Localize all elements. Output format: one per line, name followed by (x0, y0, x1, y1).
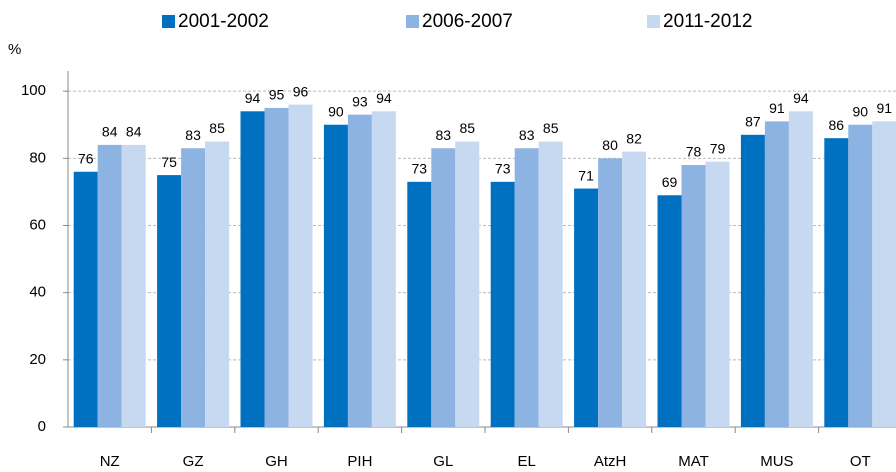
value-label: 87 (745, 114, 761, 130)
legend-swatch (647, 15, 660, 28)
x-tick-label: AtzH (594, 453, 627, 470)
bar (514, 148, 539, 427)
bar (538, 141, 563, 427)
value-label: 75 (161, 154, 177, 170)
value-label: 94 (793, 90, 809, 106)
bar (288, 104, 313, 428)
value-label: 79 (710, 140, 726, 156)
x-tick-label: OT (850, 453, 871, 470)
bar (657, 195, 682, 427)
bar (872, 121, 896, 428)
value-label: 84 (102, 124, 118, 140)
bar (240, 111, 265, 428)
bar (622, 151, 647, 428)
bar (705, 161, 730, 427)
value-label: 78 (686, 144, 702, 160)
value-label: 76 (78, 150, 94, 166)
bar (407, 181, 432, 427)
y-tick-label: 80 (29, 149, 46, 166)
x-tick-label: MAT (678, 453, 709, 470)
x-tick-label: NZ (100, 453, 120, 470)
bar (73, 171, 98, 427)
bar (264, 107, 289, 428)
y-tick-label: 100 (21, 82, 46, 99)
y-tick-label: 40 (29, 284, 46, 301)
y-tick-label: 60 (29, 216, 46, 233)
value-label: 95 (269, 87, 285, 103)
value-label: 85 (209, 120, 225, 136)
value-label: 73 (495, 161, 511, 177)
value-label: 86 (829, 117, 845, 133)
legend-swatch (162, 15, 175, 28)
value-label: 83 (185, 127, 201, 143)
x-tick-label: EL (518, 453, 536, 470)
bar (455, 141, 480, 427)
bar (121, 144, 146, 428)
bar (824, 138, 849, 428)
bar (205, 141, 230, 427)
value-label: 94 (245, 90, 261, 106)
legend-label: 2006-2007 (422, 11, 513, 32)
bar (323, 124, 348, 428)
y-tick-label: 0 (38, 418, 46, 435)
value-label: 83 (519, 127, 535, 143)
value-label: 71 (578, 167, 594, 183)
value-label: 73 (412, 161, 428, 177)
value-label: 91 (769, 100, 785, 116)
x-tick-label: GZ (183, 453, 204, 470)
value-label: 94 (376, 90, 392, 106)
bar (788, 111, 813, 428)
bar (97, 144, 122, 428)
bar (848, 124, 873, 428)
value-label: 90 (328, 103, 344, 119)
y-axis-label: % (8, 41, 21, 58)
bar (490, 181, 515, 427)
value-label: 82 (626, 130, 642, 146)
value-label: 83 (436, 127, 452, 143)
value-label: 85 (543, 120, 559, 136)
bar (764, 121, 789, 428)
value-label: 80 (602, 137, 618, 153)
legend-label: 2011-2012 (663, 11, 752, 32)
y-tick-label: 20 (29, 351, 46, 368)
value-label: 96 (293, 83, 309, 99)
legend-label: 2001-2002 (178, 11, 269, 32)
bar (681, 165, 706, 428)
bar (574, 188, 599, 427)
legend-swatch (406, 15, 419, 28)
bar (181, 148, 206, 427)
bar (598, 158, 623, 428)
x-tick-label: GL (433, 453, 453, 470)
bar (431, 148, 456, 427)
value-label: 91 (877, 100, 893, 116)
value-label: 84 (126, 124, 142, 140)
bar (347, 114, 372, 428)
x-tick-label: MUS (760, 453, 793, 470)
value-label: 93 (352, 93, 368, 109)
bar (157, 175, 182, 427)
value-label: 69 (662, 174, 678, 190)
bar (740, 134, 765, 427)
x-tick-label: PIH (347, 453, 372, 470)
x-tick-label: GH (265, 453, 288, 470)
bar (371, 111, 396, 428)
value-label: 90 (853, 103, 869, 119)
value-label: 85 (460, 120, 476, 136)
